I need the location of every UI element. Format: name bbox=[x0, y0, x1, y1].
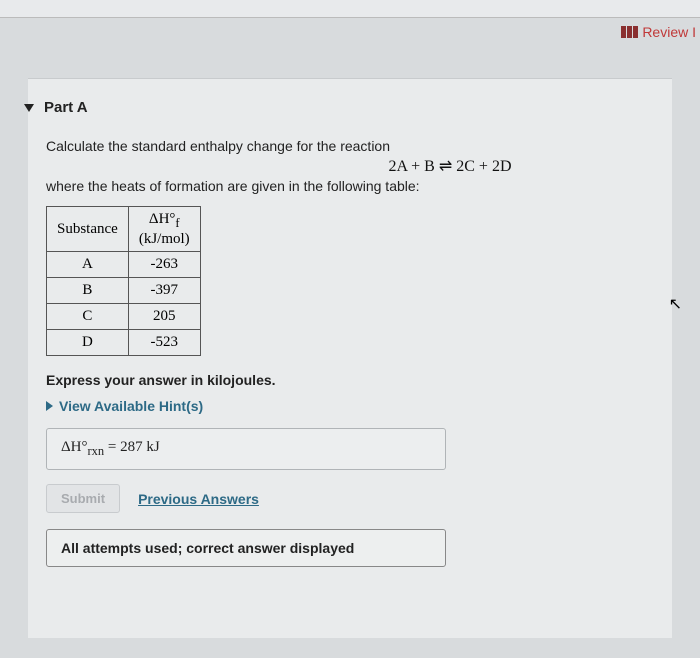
dhf-symbol: ΔH°f bbox=[149, 211, 180, 227]
cursor-icon: ↖ bbox=[669, 294, 682, 314]
prompt-line-1: Calculate the standard enthalpy change f… bbox=[46, 138, 654, 154]
answer-value: 287 bbox=[120, 439, 143, 455]
table-row: D -523 bbox=[47, 330, 201, 356]
part-header[interactable]: Part A bbox=[24, 99, 654, 116]
cell-val: 205 bbox=[128, 304, 200, 330]
express-instruction: Express your answer in kilojoules. bbox=[46, 372, 654, 388]
answer-symbol: ΔH°rxn bbox=[61, 439, 104, 455]
reaction-equation: 2A + B ⇌ 2C + 2D bbox=[246, 156, 654, 176]
view-hints[interactable]: View Available Hint(s) bbox=[46, 398, 654, 414]
question-panel: Part A Calculate the standard enthalpy c… bbox=[28, 78, 672, 638]
table-header-row: Substance ΔH°f (kJ/mol) bbox=[47, 207, 201, 252]
answer-unit: kJ bbox=[143, 439, 160, 455]
cell-val: -263 bbox=[128, 252, 200, 278]
answer-display: ΔH°rxn = 287 kJ bbox=[46, 428, 446, 470]
table-row: A -263 bbox=[47, 252, 201, 278]
prompt-line-2: where the heats of formation are given i… bbox=[46, 178, 654, 194]
hints-label: View Available Hint(s) bbox=[59, 398, 203, 414]
formation-table: Substance ΔH°f (kJ/mol) A -263 B -397 C … bbox=[46, 206, 201, 356]
chevron-right-icon bbox=[46, 401, 53, 411]
cell-sub: D bbox=[47, 330, 129, 356]
cell-val: -523 bbox=[128, 330, 200, 356]
answer-equals: = bbox=[104, 439, 120, 455]
cell-sub: A bbox=[47, 252, 129, 278]
status-message: All attempts used; correct answer displa… bbox=[46, 529, 446, 567]
table-row: B -397 bbox=[47, 278, 201, 304]
top-bar bbox=[0, 0, 700, 18]
previous-answers-link[interactable]: Previous Answers bbox=[138, 491, 259, 507]
part-label: Part A bbox=[44, 99, 88, 116]
button-row: Submit Previous Answers bbox=[46, 484, 654, 513]
chevron-down-icon bbox=[24, 104, 34, 112]
review-link[interactable]: Review I bbox=[621, 24, 696, 40]
table-row: C 205 bbox=[47, 304, 201, 330]
cell-sub: B bbox=[47, 278, 129, 304]
review-label: Review I bbox=[642, 24, 696, 40]
submit-button[interactable]: Submit bbox=[46, 484, 120, 513]
col-substance: Substance bbox=[47, 207, 129, 252]
dhf-units: (kJ/mol) bbox=[139, 231, 190, 247]
cell-sub: C bbox=[47, 304, 129, 330]
review-icon bbox=[621, 26, 638, 38]
col-dhf: ΔH°f (kJ/mol) bbox=[128, 207, 200, 252]
cell-val: -397 bbox=[128, 278, 200, 304]
